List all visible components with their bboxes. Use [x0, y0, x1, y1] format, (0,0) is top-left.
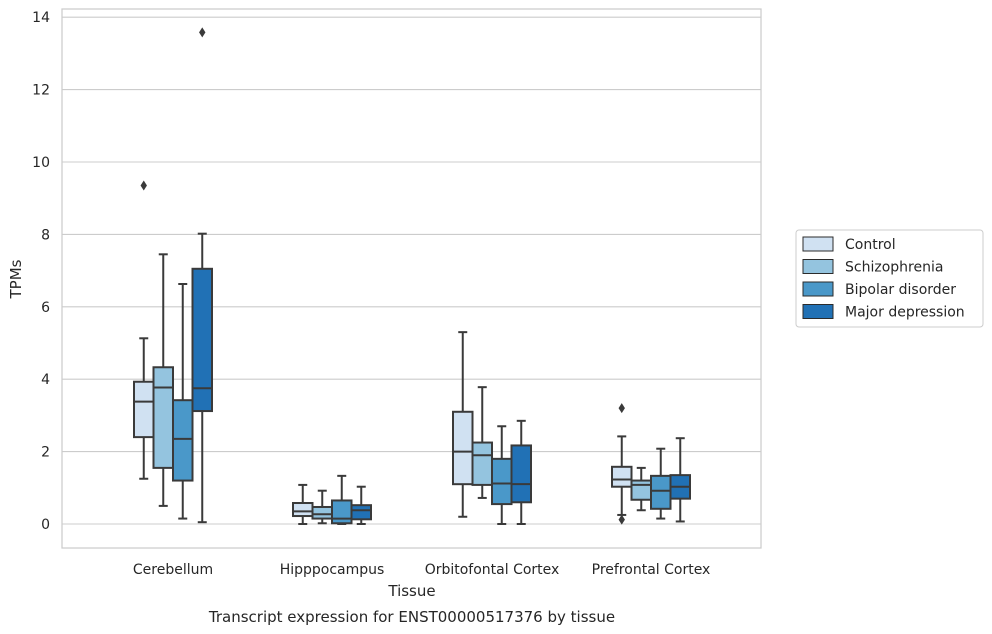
box-iqr — [611, 465, 633, 488]
box-iqr — [510, 444, 532, 504]
box-schizophrenia-3 — [630, 466, 652, 512]
y-axis-title: TPMs — [7, 259, 25, 299]
box-iqr — [471, 441, 493, 486]
box-iqr — [191, 267, 213, 413]
legend-swatch — [802, 281, 834, 297]
box-major-depression-0 — [191, 27, 213, 524]
legend-label: Schizophrenia — [845, 260, 943, 276]
box-iqr — [350, 504, 372, 521]
box-major-depression-1 — [350, 485, 372, 525]
box-bipolar-disorder-0 — [172, 282, 194, 520]
box-major-depression-2 — [510, 419, 532, 525]
box-control-3 — [611, 403, 633, 525]
outlier-point — [140, 180, 147, 191]
y-tick-label: 2 — [41, 445, 50, 461]
y-tick-label: 12 — [32, 83, 50, 99]
x-tick-label: Orbitofontal Cortex — [425, 562, 560, 578]
outlier-point — [199, 27, 206, 38]
box-iqr — [491, 457, 513, 506]
x-tick-label: Prefrontal Cortex — [592, 562, 711, 578]
x-axis-title: Tissue — [387, 582, 435, 600]
box-schizophrenia-2 — [471, 386, 493, 499]
box-iqr — [133, 380, 155, 439]
box-iqr — [172, 399, 194, 482]
x-tick-labels: Cerebellum Hipppocampus Orbitofontal Corte… — [133, 562, 710, 578]
box-schizophrenia-0 — [152, 253, 174, 507]
y-tick-label: 8 — [41, 227, 50, 243]
box-iqr — [630, 479, 652, 501]
box-iqr — [452, 410, 474, 486]
box-groups — [133, 27, 691, 525]
legend-frame — [795, 229, 984, 328]
chart-title: Transcript expression for ENST0000051737… — [208, 608, 615, 626]
box-iqr — [292, 502, 314, 518]
box-iqr — [311, 505, 333, 520]
outlier-point — [618, 403, 625, 414]
box-bipolar-disorder-2 — [491, 425, 513, 525]
legend-label: Bipolar disorder — [845, 282, 956, 298]
legend: Control Schizophrenia Bipolar disorder Majo… — [795, 229, 984, 328]
box-iqr — [650, 474, 672, 510]
legend-label: Control — [845, 237, 896, 253]
legend-label: Major depression — [845, 305, 965, 321]
x-tick-label: Hipppocampus — [280, 562, 385, 578]
box-bipolar-disorder-3 — [650, 447, 672, 520]
y-tick-label: 14 — [32, 10, 50, 26]
box-iqr — [152, 366, 174, 469]
legend-swatch — [802, 259, 834, 274]
outlier-point — [618, 514, 625, 525]
legend-swatch — [802, 236, 834, 252]
box-iqr — [331, 499, 353, 525]
y-tick-label: 10 — [32, 155, 50, 171]
box-control-1 — [292, 483, 314, 525]
box-bipolar-disorder-1 — [331, 474, 353, 525]
box-major-depression-3 — [669, 437, 691, 523]
y-tick-label: 0 — [41, 517, 50, 533]
legend-swatch — [802, 304, 834, 319]
y-tick-label: 4 — [41, 372, 50, 388]
y-tick-label: 6 — [41, 300, 50, 316]
box-control-0 — [133, 180, 155, 480]
y-tick-labels: 0 2 4 6 8 10 12 14 — [32, 10, 50, 533]
x-tick-label: Cerebellum — [133, 562, 213, 578]
plot-frame — [61, 8, 762, 549]
